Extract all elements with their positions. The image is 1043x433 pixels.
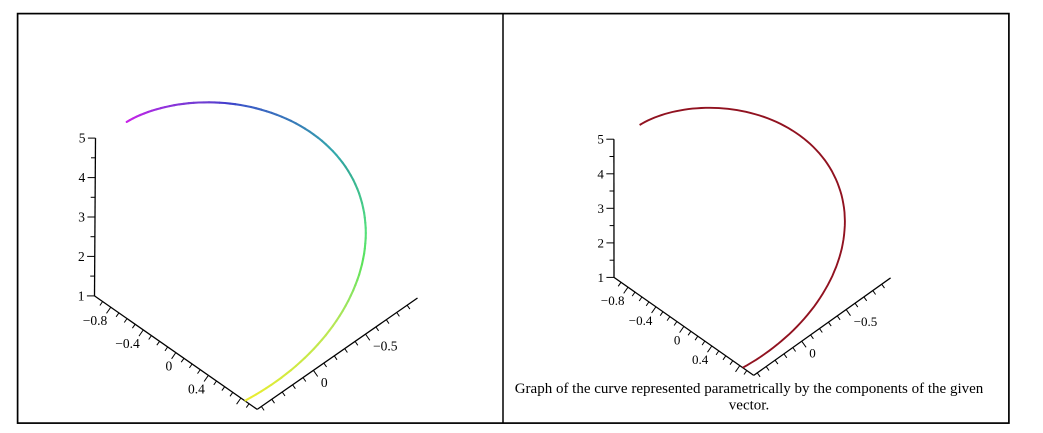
- svg-text:2: 2: [598, 235, 605, 250]
- svg-text:Graph of the curve represented: Graph of the curve represented parametri…: [515, 381, 984, 397]
- svg-text:vector.: vector.: [729, 397, 769, 413]
- svg-text:0: 0: [166, 359, 173, 374]
- svg-text:0: 0: [674, 332, 681, 347]
- svg-text:4: 4: [78, 170, 85, 185]
- svg-text:3: 3: [598, 201, 605, 216]
- svg-text:−0.4: −0.4: [629, 313, 653, 328]
- svg-text:2: 2: [78, 249, 85, 264]
- svg-text:5: 5: [79, 131, 86, 146]
- svg-text:−0.8: −0.8: [83, 313, 108, 328]
- svg-text:1: 1: [598, 270, 605, 285]
- svg-text:1: 1: [78, 288, 85, 303]
- svg-text:0: 0: [809, 346, 816, 361]
- svg-text:5: 5: [597, 132, 604, 147]
- svg-text:0: 0: [321, 375, 328, 390]
- svg-text:0.4: 0.4: [188, 381, 205, 396]
- svg-text:−0.4: −0.4: [115, 336, 140, 351]
- svg-text:4: 4: [597, 166, 604, 181]
- svg-text:3: 3: [78, 210, 85, 225]
- svg-text:0.4: 0.4: [692, 352, 709, 367]
- svg-text:−0.8: −0.8: [601, 293, 625, 308]
- svg-text:−0.5: −0.5: [373, 339, 398, 354]
- svg-text:−0.5: −0.5: [854, 314, 878, 329]
